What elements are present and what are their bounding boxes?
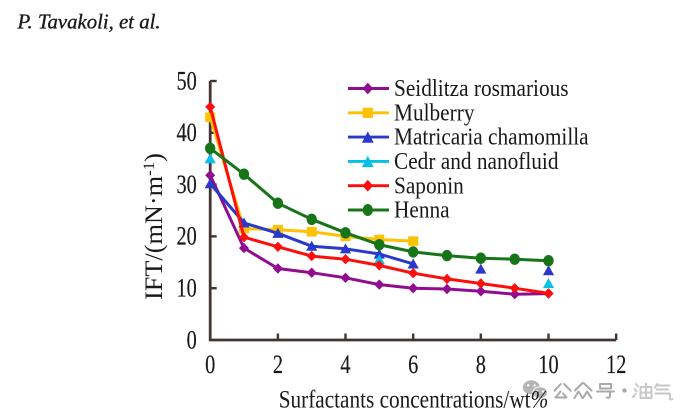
svg-text:20: 20 [177, 222, 197, 251]
svg-text:Saponin: Saponin [394, 172, 464, 199]
svg-text:Cedr and nanofluid: Cedr and nanofluid [394, 148, 559, 175]
svg-text:6: 6 [408, 350, 418, 379]
svg-text:IFT/(mN·m-1): IFT/(mN·m-1) [139, 153, 167, 300]
svg-text:40: 40 [177, 119, 197, 148]
svg-text:50: 50 [177, 67, 197, 96]
svg-text:8: 8 [476, 350, 486, 379]
svg-text:Mulberry: Mulberry [394, 99, 475, 126]
svg-text:10: 10 [538, 350, 558, 379]
svg-text:30: 30 [177, 171, 197, 200]
svg-text:Seidlitza rosmarious: Seidlitza rosmarious [394, 75, 569, 102]
svg-text:0: 0 [205, 350, 215, 379]
svg-text:2: 2 [273, 350, 283, 379]
svg-text:Matricaria chamomilla: Matricaria chamomilla [394, 123, 589, 150]
svg-text:P. Tavakoli, et al.: P. Tavakoli, et al. [17, 10, 161, 34]
svg-text:12: 12 [606, 350, 626, 379]
svg-text:0: 0 [187, 326, 197, 355]
svg-text:Henna: Henna [394, 196, 450, 223]
svg-text:4: 4 [340, 350, 350, 379]
svg-text:10: 10 [177, 274, 197, 303]
svg-text:Surfactants concentrations/wt%: Surfactants concentrations/wt% [279, 386, 549, 414]
